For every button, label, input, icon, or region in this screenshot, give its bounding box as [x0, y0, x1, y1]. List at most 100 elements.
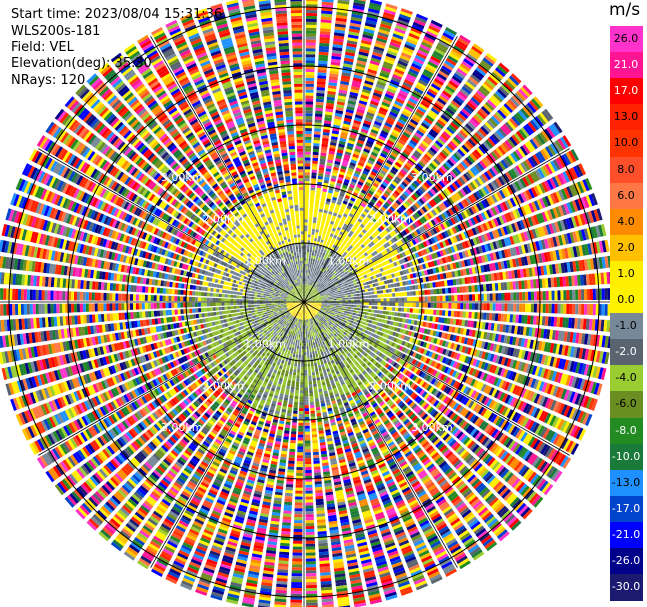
gate-cell: [335, 204, 341, 209]
gate-cell: [305, 95, 314, 99]
gate-cell: [307, 249, 310, 253]
gate-cell: [545, 290, 549, 301]
gate-cell: [318, 214, 322, 219]
gate-cell: [352, 205, 358, 210]
gate-cell: [315, 300, 319, 302]
gate-cell: [387, 208, 394, 214]
gate-cell: [382, 147, 390, 154]
gate-cell: [449, 102, 459, 111]
gate-cell: [362, 186, 369, 192]
gate-cell: [319, 282, 323, 286]
gate-cell: [421, 98, 432, 106]
gate-cell: [439, 67, 451, 76]
gate-cell: [349, 134, 357, 139]
gate-cell: [318, 232, 322, 237]
gate-cell: [368, 298, 372, 302]
gate-cell: [373, 287, 377, 291]
gate-cell: [305, 266, 308, 270]
gate-cell: [304, 201, 309, 205]
gate-cell: [351, 178, 358, 184]
gate-cell: [365, 308, 369, 312]
gate-cell: [508, 75, 520, 86]
gate-cell: [332, 227, 336, 232]
gate-cell: [441, 65, 452, 74]
gate-cell: [339, 192, 345, 198]
gate-cell: [322, 132, 330, 136]
gate-cell: [411, 62, 422, 70]
gate-cell: [348, 297, 352, 300]
gate-cell: [381, 150, 389, 156]
gate-cell: [463, 303, 467, 310]
gate-cell: [350, 309, 354, 313]
gate-cell: [327, 88, 337, 92]
gate-cell: [491, 71, 502, 82]
gate-cell: [331, 58, 341, 63]
gate-cell: [507, 292, 511, 301]
gate-cell: [410, 169, 418, 177]
gate-cell: [423, 194, 430, 201]
gate-cell: [586, 289, 591, 300]
gate-cell: [305, 290, 306, 294]
gate-cell: [472, 303, 476, 310]
gate-cell: [486, 293, 490, 301]
gate-cell: [323, 212, 328, 217]
gate-cell: [389, 82, 399, 89]
gate-cell: [489, 313, 493, 321]
gate-cell: [439, 295, 443, 302]
gate-cell: [450, 121, 459, 130]
gate-cell: [560, 303, 564, 314]
gate-cell: [354, 117, 362, 122]
gate-cell: [445, 107, 455, 116]
gate-cell: [351, 304, 355, 307]
gate-cell: [451, 154, 459, 163]
gate-cell: [305, 42, 316, 46]
gate-cell: [336, 243, 341, 248]
gate-cell: [342, 286, 346, 289]
gate-cell: [343, 213, 348, 218]
gate-cell: [578, 303, 582, 315]
gate-cell: [365, 114, 374, 120]
gate-cell: [380, 23, 392, 30]
gate-cell: [377, 78, 387, 84]
gate-cell: [389, 134, 398, 141]
gate-cell: [306, 10, 318, 14]
gate-cell: [329, 76, 338, 81]
gate-cell: [315, 193, 321, 197]
gate-cell: [324, 253, 328, 258]
gate-cell: [435, 140, 444, 148]
gate-cell: [336, 303, 340, 306]
gate-cell: [314, 116, 323, 120]
gate-cell: [399, 54, 411, 62]
gate-cell: [357, 0, 367, 2]
gate-cell: [512, 314, 516, 323]
gate-cell: [304, 296, 305, 300]
gate-cell: [542, 291, 546, 301]
gate-cell: [401, 297, 405, 302]
gate-cell: [435, 100, 445, 108]
gate-cell: [361, 221, 367, 226]
gate-cell: [437, 42, 449, 51]
gate-cell: [360, 202, 366, 208]
gate-cell: [343, 264, 348, 269]
gate-cell: [407, 71, 418, 78]
gate-cell: [325, 201, 330, 205]
gate-cell: [389, 154, 397, 161]
gate-cell: [403, 307, 408, 313]
gate-cell: [389, 206, 396, 212]
gate-cell: [372, 51, 383, 58]
gate-cell: [347, 309, 351, 312]
gate-cell: [442, 62, 454, 71]
gate-cell: [313, 281, 316, 284]
gate-cell: [399, 89, 409, 97]
gate-cell: [406, 38, 418, 46]
gate-cell: [354, 316, 358, 319]
gate-cell: [323, 282, 327, 286]
gate-cell: [461, 144, 470, 153]
gate-cell: [385, 227, 391, 233]
gate-cell: [435, 45, 447, 54]
gate-cell: [342, 200, 348, 205]
gate-cell: [342, 298, 346, 300]
gate-cell: [473, 69, 485, 79]
gate-cell: [401, 213, 407, 220]
gate-cell: [336, 302, 340, 304]
